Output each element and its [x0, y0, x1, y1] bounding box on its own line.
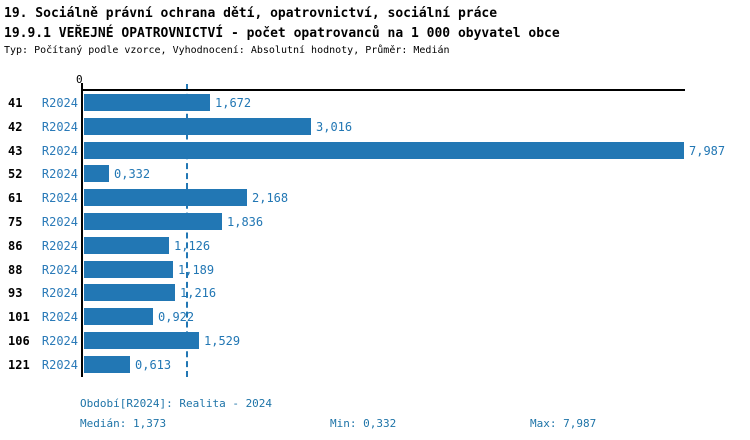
bar-value-label: 1,216 [180, 286, 217, 301]
bar [84, 308, 153, 326]
bar [84, 236, 169, 254]
stat-max: Max: 7,987 [530, 417, 597, 430]
bar [84, 213, 222, 230]
bar-value-label: 1,126 [174, 238, 211, 253]
row-series-label: R2024 [41, 310, 78, 325]
row-category-label: 43 [8, 143, 23, 158]
chart-title: 19.9.1 VEŘEJNÉ OPATROVNICTVÍ - počet opa… [4, 26, 560, 41]
bar-value-label: 1,529 [204, 334, 241, 348]
row-category-label: 52 [8, 167, 23, 182]
bar [84, 355, 130, 373]
bar [84, 284, 175, 302]
bar [84, 94, 210, 111]
bar [84, 141, 684, 159]
stat-min: Min: 0,332 [330, 417, 397, 430]
row-series-label: R2024 [41, 357, 78, 372]
period-legend: Období[R2024]: Realita - 2024 [80, 397, 273, 410]
bar [84, 117, 311, 135]
bar-value-label: 0,332 [114, 167, 151, 182]
row-series-label: R2024 [41, 215, 78, 229]
bar [84, 165, 109, 183]
x-axis-top-line [81, 89, 685, 91]
median-reference-line [186, 84, 188, 377]
row-series-label: R2024 [41, 96, 78, 110]
row-category-label: 41 [8, 96, 23, 110]
row-series-label: R2024 [41, 119, 78, 134]
row-category-label: 121 [8, 357, 30, 372]
row-category-label: 86 [8, 238, 23, 253]
page-title: 19. Sociálně právní ochrana dětí, opatro… [4, 6, 498, 21]
bar-value-label: 7,987 [689, 143, 726, 158]
bar-value-label: 2,168 [252, 191, 289, 206]
bar-value-label: 1,189 [178, 262, 215, 277]
stat-median: Medián: 1,373 [80, 417, 167, 430]
row-category-label: 88 [8, 262, 23, 277]
row-series-label: R2024 [41, 167, 78, 182]
row-category-label: 93 [8, 286, 23, 301]
bar-value-label: 1,836 [227, 215, 264, 229]
row-series-label: R2024 [41, 191, 78, 206]
row-series-label: R2024 [41, 286, 78, 301]
bar-value-label: 3,016 [316, 119, 353, 134]
bar-value-label: 0,922 [158, 310, 195, 325]
row-category-label: 101 [8, 310, 30, 325]
bar [84, 332, 199, 349]
x-axis-zero-tick-label: 0 [76, 73, 83, 86]
row-category-label: 75 [8, 215, 23, 229]
row-category-label: 106 [8, 334, 30, 348]
bar [84, 189, 247, 207]
bar-value-label: 0,613 [135, 357, 172, 372]
row-series-label: R2024 [41, 334, 78, 348]
bar-value-label: 1,672 [215, 96, 252, 110]
row-series-label: R2024 [41, 262, 78, 277]
chart-subtitle: Typ: Počítaný podle vzorce, Vyhodnocení:… [4, 45, 450, 56]
row-category-label: 61 [8, 191, 23, 206]
row-category-label: 42 [8, 119, 23, 134]
row-series-label: R2024 [41, 238, 78, 253]
row-series-label: R2024 [41, 143, 78, 158]
bar [84, 260, 173, 278]
y-axis-line [81, 83, 83, 377]
